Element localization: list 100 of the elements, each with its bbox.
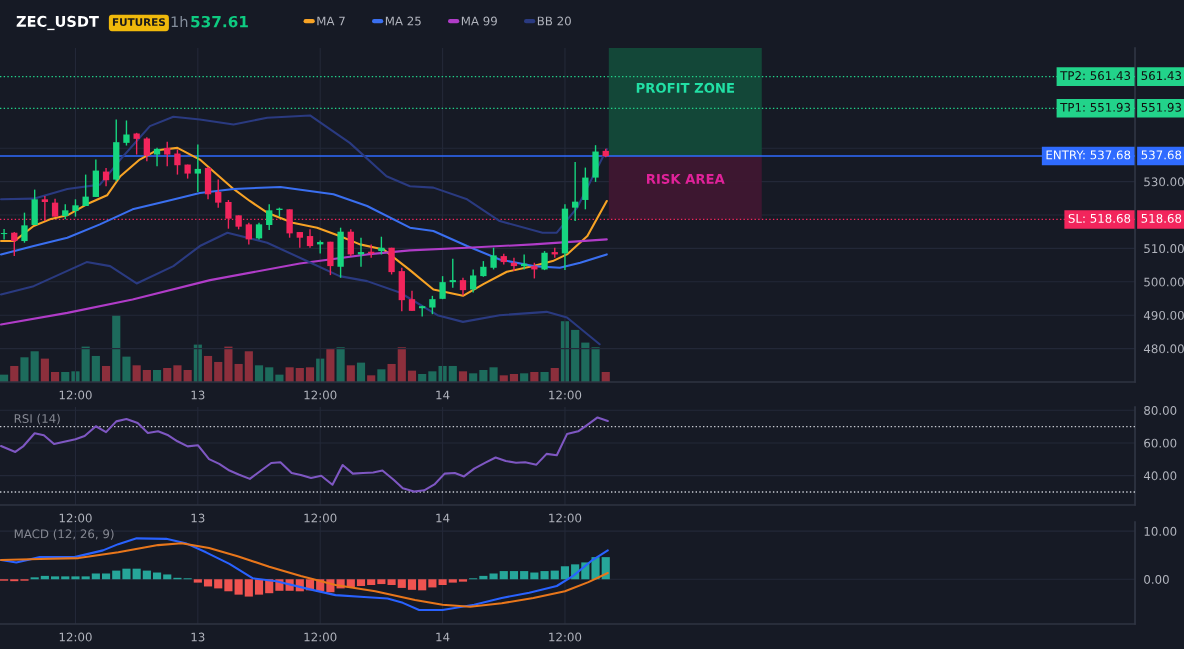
candlestick	[408, 290, 416, 312]
legend-label: MA 25	[385, 16, 421, 26]
bar	[163, 574, 172, 580]
candlestick	[174, 148, 181, 176]
text: RSI (14)	[14, 413, 60, 425]
bar	[560, 566, 570, 580]
candlestick	[470, 268, 477, 294]
bar	[224, 579, 233, 592]
bar	[387, 579, 396, 586]
bar	[20, 357, 29, 382]
bar	[122, 356, 131, 382]
candlestick	[133, 132, 140, 156]
x-tick-label: 14	[436, 513, 450, 523]
x-tick-label: 13	[191, 390, 205, 400]
bar	[142, 369, 151, 382]
bar	[61, 576, 70, 580]
legend-label: MA 99	[461, 16, 497, 26]
bar	[326, 348, 335, 382]
candlestick	[571, 161, 579, 222]
bar	[520, 571, 529, 580]
x-tick-label: 12:00	[549, 632, 582, 642]
text: 561.43	[1141, 71, 1182, 81]
candlestick	[143, 136, 151, 162]
bar	[193, 579, 202, 583]
bar	[428, 579, 437, 588]
bar	[122, 568, 131, 580]
x-tick-label: 12:00	[304, 632, 337, 642]
bar	[81, 346, 90, 382]
legend-label: BB 20	[537, 16, 571, 26]
bar	[550, 570, 559, 580]
x-tick-label: 12:00	[304, 513, 337, 523]
bar	[428, 371, 437, 382]
x-tick-label: 13	[191, 632, 205, 642]
bar	[489, 367, 498, 382]
x-tick-label: 14	[436, 632, 450, 642]
bar	[224, 346, 233, 382]
bar	[214, 361, 223, 382]
text: 537.61	[191, 15, 248, 28]
bar	[244, 579, 253, 597]
bar	[50, 576, 60, 580]
candlestick	[266, 203, 273, 231]
x-tick-label: 12:00	[59, 632, 92, 642]
bar	[142, 570, 151, 580]
y-tick-label: 490.00	[1143, 310, 1184, 320]
candlestick	[11, 231, 18, 257]
bar	[91, 573, 100, 580]
bar	[30, 351, 39, 382]
bar	[377, 579, 386, 585]
ref-line-label: SL: 518.68	[1068, 213, 1131, 223]
bar	[356, 579, 366, 586]
candlestick	[51, 197, 59, 218]
chart-title: ZEC_USDT	[16, 15, 99, 31]
bar	[71, 576, 80, 580]
bar	[540, 571, 549, 580]
bar	[40, 358, 49, 382]
band-label: PROFIT ZONE	[636, 82, 735, 93]
bar	[244, 351, 253, 382]
bar	[214, 579, 223, 589]
candlestick	[21, 211, 28, 244]
bar	[356, 362, 366, 382]
bar	[183, 369, 192, 382]
candlestick	[296, 231, 303, 249]
bar	[387, 363, 396, 382]
bar	[305, 367, 315, 382]
y-tick-label: 510.00	[1144, 244, 1184, 254]
y-tick-label: 40.00	[1143, 471, 1177, 481]
bar	[469, 373, 478, 382]
bar	[591, 347, 600, 382]
bar	[438, 365, 447, 382]
bar	[448, 365, 457, 382]
bar	[163, 367, 172, 382]
bar	[152, 369, 162, 382]
bar	[101, 573, 111, 580]
candlestick	[541, 250, 548, 271]
x-tick-label: 13	[191, 513, 205, 523]
y-tick-label: 60.00	[1144, 438, 1177, 448]
bar	[367, 579, 376, 586]
bar	[112, 315, 121, 382]
candlestick	[449, 258, 456, 289]
text: 1h	[171, 15, 188, 28]
bar	[499, 571, 508, 580]
ref-line-label: ENTRY: 537.68	[1046, 150, 1131, 160]
bar	[234, 363, 243, 382]
legend-label: MA 7	[317, 16, 345, 26]
candlestick	[194, 143, 201, 193]
text: 551.93	[1141, 102, 1182, 112]
bar	[448, 579, 457, 583]
ref-line-label: TP2: 561.43	[1060, 71, 1131, 81]
bar	[489, 573, 498, 580]
x-tick-label: 12:00	[59, 513, 92, 523]
candlestick	[306, 228, 314, 249]
y-tick-label: 480.00	[1143, 344, 1184, 354]
bar	[265, 367, 274, 382]
text: 537.68	[1141, 150, 1182, 160]
bar	[509, 571, 519, 580]
bar	[173, 365, 182, 382]
candlestick	[429, 295, 436, 315]
x-tick-label: 12:00	[549, 390, 582, 400]
candlestick	[0, 228, 8, 241]
candlestick	[245, 221, 252, 246]
